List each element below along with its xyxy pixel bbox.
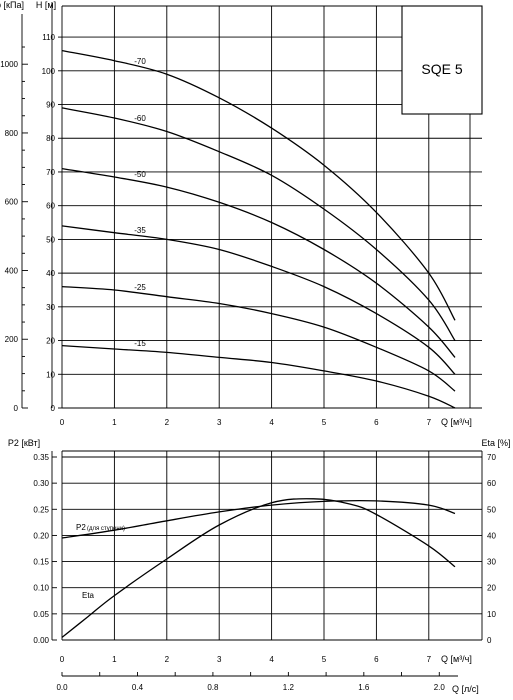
efficiency-tick-label: 30: [487, 558, 496, 567]
flow-tick-label: 6: [374, 655, 379, 664]
pressure-tick-label: 1000: [0, 60, 18, 69]
flow-tick-label: 3: [217, 418, 222, 427]
pressure-tick-label: 400: [5, 266, 19, 275]
power-tick-label: 0.20: [33, 531, 49, 540]
head-curve-n50: [61, 167, 456, 358]
flow-axis-title-top: Q [м³/ч]: [441, 417, 472, 427]
model-box: [401, 5, 483, 115]
flow-tick-label: 7: [427, 418, 432, 427]
efficiency-tick-label: 60: [487, 479, 496, 488]
pressure-axis-ticks: 0 200 400 600 800 1000: [0, 14, 28, 413]
head-tick-label: 110: [42, 33, 55, 42]
head-curve-n35: [61, 225, 456, 375]
power-tick-label: 0.25: [33, 505, 49, 514]
power-axis-title: P2 [кВт]: [8, 438, 40, 448]
flow-tick-label: 6: [374, 418, 379, 427]
head-curve-n25: [61, 285, 456, 392]
flow-axis-ticks-top: 0 1 2 3 4 5 6 7: [60, 418, 432, 427]
efficiency-tick-label: 0: [487, 636, 492, 645]
head-tick-label: 60: [46, 202, 55, 211]
pressure-tick-label: 600: [5, 198, 19, 207]
curve-label: -50: [134, 170, 146, 179]
curve-label: -25: [134, 283, 146, 292]
curve-label: -15: [134, 339, 146, 348]
flow-ls-tick-label: 2.0: [434, 683, 446, 692]
efficiency-axis-title: Eta [%]: [481, 438, 510, 448]
flow-axis-ticks-bottom: 0 1 2 3 4 5 6 7: [60, 655, 432, 664]
flow-tick-label: 3: [217, 655, 222, 664]
pressure-tick-label: 0: [14, 404, 19, 413]
head-tick-label: 80: [46, 134, 55, 143]
curve-label: -35: [134, 226, 146, 235]
flow-tick-label: 2: [165, 418, 170, 427]
head-tick-label: 70: [46, 168, 55, 177]
flow-tick-label: 4: [269, 655, 274, 664]
head-tick-label: 0: [51, 404, 56, 413]
bottom-panel: P2 (для ступени)Eta 0.000.050.100.150.200…: [8, 438, 511, 694]
top-panel: SQE 5 -70-60-50-35-25-15 010203040506070…: [0, 0, 483, 427]
flow-tick-label: 4: [269, 418, 274, 427]
head-curves: -70 -60 -50 -35 -25 -15: [61, 49, 456, 409]
head-axis-ticks: 0 10 20 30 40 50 60 70 80 90 100 110: [42, 2, 62, 413]
flow-ls-axis-title: Q [л/с]: [452, 684, 479, 694]
power-tick-label: 0.10: [33, 584, 49, 593]
p2-curve: [61, 499, 456, 539]
efficiency-tick-label: 70: [487, 453, 496, 462]
head-tick-label: 100: [42, 67, 56, 76]
efficiency-axis-ticks: 0 10 20 30 40 50 60 70: [487, 453, 496, 645]
efficiency-tick-label: 10: [487, 610, 496, 619]
pressure-axis-title: p [кПа]: [0, 0, 24, 10]
power-tick-label: 0.05: [33, 610, 49, 619]
head-tick-label: 90: [46, 101, 55, 110]
efficiency-tick-label: 20: [487, 584, 496, 593]
power-tick-label: 0.00: [33, 636, 49, 645]
head-axis-title: H [м]: [36, 0, 56, 10]
flow-tick-label: 5: [322, 655, 327, 664]
head-curve-n60: [61, 107, 456, 341]
flow-tick-label: 2: [165, 655, 170, 664]
p2-curve-label: P2: [76, 523, 86, 532]
model-name: SQE 5: [421, 61, 462, 77]
efficiency-tick-label: 40: [487, 531, 496, 540]
head-tick-label: 40: [46, 269, 55, 278]
flow-ls-tick-label: 0.8: [207, 683, 219, 692]
flow-ls-tick-label: 0.0: [56, 683, 68, 692]
flow-ls-axis-ticks: 0.0 0.4 0.8 1.2 1.6 2.0: [56, 672, 458, 692]
eta-curve: [61, 498, 456, 638]
head-tick-label: 10: [46, 370, 55, 379]
curve-label: -70: [134, 57, 146, 66]
flow-tick-label: 7: [427, 655, 432, 664]
bottom-grid: [61, 450, 483, 641]
head-curve-n70: [61, 49, 456, 321]
flow-tick-label: 1: [112, 418, 117, 427]
power-axis-ticks: 0.00 0.05 0.10 0.15 0.20 0.25 0.30 0.35: [33, 451, 57, 645]
power-efficiency-curves: P2 (для ступени) Eta: [61, 498, 456, 638]
power-tick-label: 0.30: [33, 479, 49, 488]
p2-curve-note: (для ступени): [87, 526, 125, 532]
head-tick-label: 30: [46, 303, 55, 312]
curve-label: -60: [134, 114, 146, 123]
flow-ls-tick-label: 1.6: [358, 683, 370, 692]
power-tick-label: 0.35: [33, 453, 49, 462]
eta-curve-label: Eta: [82, 591, 95, 600]
flow-ls-tick-label: 1.2: [283, 683, 295, 692]
head-tick-label: 20: [46, 337, 55, 346]
model-label-box: SQE 5: [401, 5, 483, 115]
flow-tick-label: 5: [322, 418, 327, 427]
pressure-tick-label: 800: [5, 129, 19, 138]
pressure-tick-label: 200: [5, 335, 19, 344]
head-curve-n15: [61, 344, 456, 409]
flow-tick-label: 0: [60, 655, 65, 664]
head-tick-label: 50: [46, 235, 55, 244]
flow-tick-label: 1: [112, 655, 117, 664]
flow-ls-tick-label: 0.4: [132, 683, 144, 692]
flow-axis-title-bottom: Q [м³/ч]: [441, 654, 472, 664]
efficiency-tick-label: 50: [487, 505, 496, 514]
flow-tick-label: 0: [60, 418, 65, 427]
power-tick-label: 0.15: [33, 558, 49, 567]
